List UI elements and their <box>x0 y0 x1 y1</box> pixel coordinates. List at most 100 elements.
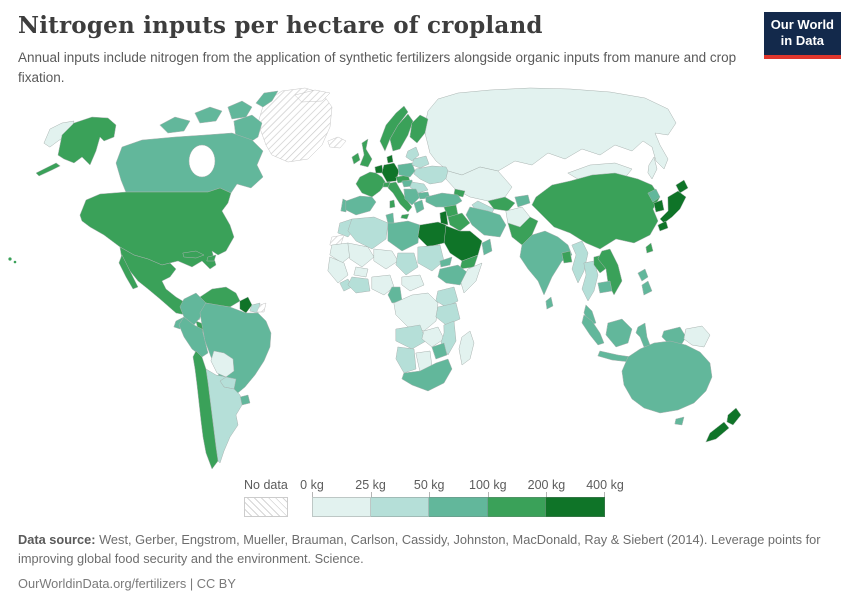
country-japan-honshu[interactable] <box>659 190 687 224</box>
country-usa-hawaii[interactable] <box>8 257 12 261</box>
country-russia-sakhalin[interactable] <box>647 156 658 180</box>
country-bolivia[interactable] <box>210 350 235 378</box>
country-canada-arctic1[interactable] <box>159 116 191 134</box>
country-somalia[interactable] <box>460 262 483 294</box>
country-sweden[interactable] <box>389 113 414 152</box>
country-nigeria[interactable] <box>371 274 395 296</box>
country-china[interactable] <box>531 172 661 250</box>
country-japan-hokkaido[interactable] <box>675 179 689 194</box>
country-japan-kyushu[interactable] <box>657 220 669 232</box>
country-cambodia[interactable] <box>597 280 613 294</box>
country-cuba[interactable] <box>182 250 205 259</box>
country-canada-ellesmere[interactable] <box>255 90 279 108</box>
country-canada-arctic2[interactable] <box>194 106 223 124</box>
country-tanzania[interactable] <box>435 302 461 326</box>
legend-swatch-25-50[interactable] <box>370 497 430 517</box>
country-philippines-mindanao[interactable] <box>641 280 653 296</box>
country-mexico-baja[interactable] <box>118 254 139 290</box>
country-france[interactable] <box>355 171 387 198</box>
country-vietnam[interactable] <box>597 248 623 296</box>
country-baltics[interactable] <box>405 146 420 162</box>
country-zimbabwe[interactable] <box>431 342 448 360</box>
country-turkey[interactable] <box>425 192 463 208</box>
country-balkans[interactable] <box>403 188 421 206</box>
country-australia-tasmania[interactable] <box>674 416 685 426</box>
country-iran[interactable] <box>465 206 507 238</box>
country-portugal[interactable] <box>340 198 348 213</box>
country-poland[interactable] <box>397 162 416 178</box>
country-north-korea[interactable] <box>647 188 661 203</box>
country-iceland[interactable] <box>327 136 347 149</box>
country-ireland[interactable] <box>351 152 361 165</box>
country-italy-sardinia[interactable] <box>389 199 396 209</box>
country-italy[interactable] <box>387 181 413 213</box>
country-tunisia[interactable] <box>385 212 395 224</box>
legend-swatch-0-25[interactable] <box>312 497 371 517</box>
country-iraq[interactable] <box>447 212 471 232</box>
country-mali[interactable] <box>347 242 375 268</box>
country-indonesia-borneo[interactable] <box>605 318 633 348</box>
country-namibia[interactable] <box>395 346 417 374</box>
country-papua-new-guinea[interactable] <box>683 325 711 348</box>
country-chile[interactable] <box>192 350 219 470</box>
country-usa-aleutians[interactable] <box>35 162 61 177</box>
country-angola[interactable] <box>395 324 427 350</box>
country-usa-hawaii2[interactable] <box>13 260 17 264</box>
country-hispaniola[interactable] <box>206 254 217 262</box>
country-taiwan[interactable] <box>645 242 654 254</box>
country-israel-jordan[interactable] <box>439 210 449 226</box>
country-greece[interactable] <box>413 199 425 214</box>
country-pakistan[interactable] <box>507 216 539 246</box>
country-guyana[interactable] <box>239 296 253 314</box>
country-benelux[interactable] <box>374 164 384 174</box>
country-chad[interactable] <box>395 252 419 276</box>
legend-swatch-200-400[interactable] <box>546 497 605 517</box>
country-egypt[interactable] <box>417 221 447 248</box>
country-belarus[interactable] <box>411 155 430 169</box>
country-philippines-luzon[interactable] <box>637 268 649 282</box>
country-sri-lanka[interactable] <box>545 296 554 310</box>
country-india[interactable] <box>519 230 573 296</box>
country-mexico[interactable] <box>119 246 193 316</box>
country-south-korea[interactable] <box>653 199 665 213</box>
country-eritrea[interactable] <box>439 256 453 268</box>
country-ecuador[interactable] <box>173 316 185 330</box>
country-indonesia-sulawesi[interactable] <box>635 322 651 348</box>
country-south-africa[interactable] <box>401 358 453 392</box>
country-burkina-faso[interactable] <box>353 266 369 278</box>
country-myanmar[interactable] <box>571 240 589 284</box>
country-french-guiana[interactable] <box>256 302 267 313</box>
country-kyrgyzstan-tajikistan[interactable] <box>514 194 531 208</box>
country-mauritania[interactable] <box>329 242 353 264</box>
country-norway[interactable] <box>379 105 409 152</box>
country-finland[interactable] <box>409 114 429 144</box>
country-australia[interactable] <box>621 340 713 414</box>
country-new-zealand-south[interactable] <box>705 421 730 443</box>
owid-logo[interactable]: Our World in Data <box>763 12 841 59</box>
country-central-african-republic[interactable] <box>401 274 425 292</box>
country-niger[interactable] <box>373 248 399 270</box>
country-indonesia-sumatra[interactable] <box>581 314 605 346</box>
country-sudan[interactable] <box>417 244 445 272</box>
country-russia[interactable] <box>423 87 677 176</box>
license-line[interactable]: OurWorldinData.org/fertilizers | CC BY <box>18 576 236 592</box>
legend-swatch-50-100[interactable] <box>429 497 488 517</box>
country-dr-congo[interactable] <box>393 292 439 332</box>
country-ghana-cote-divoire[interactable] <box>347 276 371 294</box>
country-zambia[interactable] <box>421 326 445 348</box>
country-italy-sicily[interactable] <box>400 213 410 220</box>
country-usa-alaska[interactable] <box>57 116 117 166</box>
country-spain[interactable] <box>345 195 377 216</box>
country-oman[interactable] <box>481 238 493 256</box>
country-peru[interactable] <box>178 316 209 358</box>
country-ethiopia[interactable] <box>437 264 469 286</box>
country-united-kingdom[interactable] <box>359 138 373 168</box>
country-algeria[interactable] <box>347 216 389 250</box>
country-svalbard[interactable] <box>294 89 331 103</box>
country-libya[interactable] <box>387 220 421 252</box>
country-denmark[interactable] <box>386 154 394 164</box>
country-ukraine[interactable] <box>413 165 451 185</box>
country-madagascar[interactable] <box>458 330 475 366</box>
country-canada-arctic3[interactable] <box>227 100 253 120</box>
no-data-swatch[interactable] <box>244 497 288 517</box>
